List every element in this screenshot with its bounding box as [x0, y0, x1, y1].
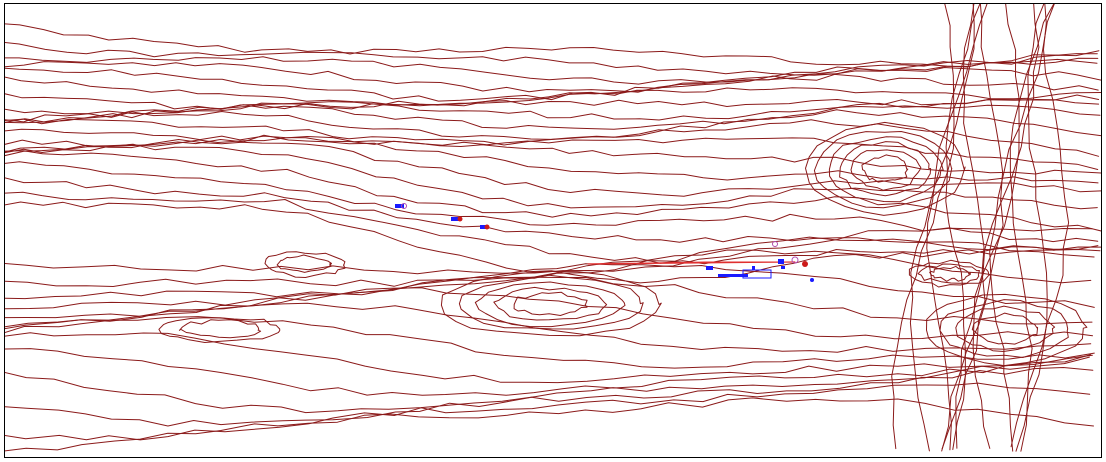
contour-line [955, 305, 1056, 352]
contour-line [1009, 4, 1055, 452]
contour-line [5, 104, 1101, 130]
contour-line [5, 348, 1092, 396]
structure-b[interactable] [451, 216, 463, 222]
access-road [587, 261, 796, 265]
contour-line [941, 4, 1004, 452]
contour-line [5, 58, 1098, 93]
contour-line [5, 302, 1092, 353]
map-frame[interactable] [4, 3, 1102, 458]
contour-line [440, 270, 662, 337]
contour-line [5, 139, 1101, 197]
contour-line [972, 4, 1040, 449]
structure-a[interactable] [395, 203, 407, 209]
contour-line [5, 316, 1095, 369]
contour-line [513, 291, 588, 316]
site-cluster[interactable] [587, 241, 814, 283]
site-features [395, 203, 814, 283]
contour-line [5, 367, 1094, 427]
contour-line [474, 281, 626, 328]
contour-line [850, 149, 922, 191]
contour-line [828, 136, 944, 203]
contour-line [926, 293, 1088, 367]
contour-line [909, 4, 975, 452]
contour-line [5, 397, 1094, 452]
contour-line [805, 121, 966, 216]
contour-line [941, 4, 986, 450]
contour-line [5, 118, 1100, 157]
contour-line [891, 4, 955, 450]
contour-line [5, 191, 1101, 265]
contour-line [5, 249, 1092, 300]
contour-line [839, 141, 932, 197]
contour-line [5, 23, 1099, 68]
contour-line [458, 274, 644, 330]
contour-line [939, 299, 1069, 358]
contour-line [1010, 4, 1070, 448]
contour-line [917, 263, 980, 284]
contour-line [493, 286, 608, 321]
contour-line [929, 265, 971, 282]
contour-line [5, 73, 1099, 107]
contour-line [989, 4, 1055, 452]
contour-line [158, 317, 281, 343]
contour-line [5, 287, 1093, 340]
contour-line [955, 4, 1020, 449]
contour-line [264, 251, 346, 278]
contour-line [1015, 4, 1048, 452]
contour-line [5, 134, 1099, 184]
contour-line [5, 382, 1091, 441]
contour-line [5, 201, 1101, 284]
building-outline [742, 269, 772, 279]
contour-map[interactable] [5, 4, 1102, 458]
contour-line [276, 254, 332, 273]
contour-line [5, 332, 1093, 384]
contour-line [926, 4, 988, 451]
contour-line [5, 128, 1099, 170]
structure-c[interactable] [480, 224, 490, 230]
contour-line [5, 109, 1101, 140]
contour-line [5, 66, 1101, 102]
contour-line [5, 150, 1101, 232]
contour-line [5, 143, 1098, 210]
contour-line [5, 87, 1101, 110]
contour-line [5, 276, 1093, 325]
contour-line [178, 319, 262, 339]
contour-line [5, 161, 1099, 243]
contour-line [813, 131, 953, 209]
contour-lines [5, 4, 1101, 452]
contour-line [5, 41, 1100, 76]
contour-line [861, 154, 909, 183]
contour-line [5, 356, 1090, 414]
